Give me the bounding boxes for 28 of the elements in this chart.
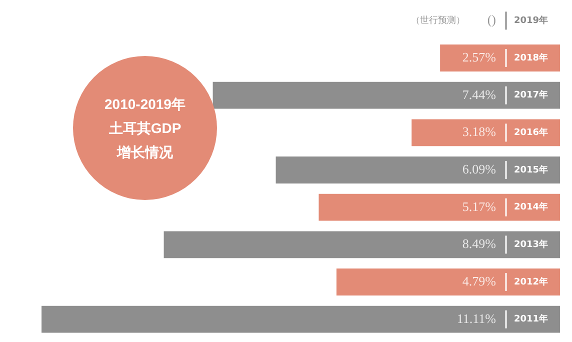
y-tick-label: 2013年	[514, 239, 548, 250]
data-label: 7.44%	[462, 86, 496, 102]
data-label: 11.11%	[456, 310, 496, 326]
data-label: 2.57%	[462, 49, 496, 64]
bar	[164, 231, 560, 258]
y-tick-label: 2016年	[514, 127, 548, 138]
annotation: （世行预测）	[411, 15, 465, 26]
y-tick-label: 2011年	[514, 314, 548, 325]
data-label: 6.09%	[462, 161, 496, 176]
y-tick-label: 2015年	[514, 164, 548, 176]
data-label: 3.18%	[462, 124, 496, 140]
y-tick-label: 2017年	[514, 90, 548, 101]
bar	[336, 268, 560, 296]
bar	[318, 194, 560, 221]
bar	[276, 156, 560, 184]
data-label: 4.79%	[462, 273, 496, 288]
y-tick-label: 2018年	[514, 52, 548, 64]
y-tick-label: 2019年	[514, 15, 548, 26]
bar	[42, 306, 560, 333]
circle-badge: 2010-2019年土耳其GDP增长情况	[73, 56, 217, 200]
text: ()	[487, 12, 496, 28]
data-label: 5.17%	[462, 198, 496, 214]
bar	[440, 44, 560, 72]
y-tick-label: 2012年	[514, 276, 548, 288]
bar	[212, 82, 560, 109]
data-label: 8.49%	[462, 236, 496, 252]
y-tick-label: 2014年	[514, 202, 548, 213]
bar	[412, 119, 560, 146]
